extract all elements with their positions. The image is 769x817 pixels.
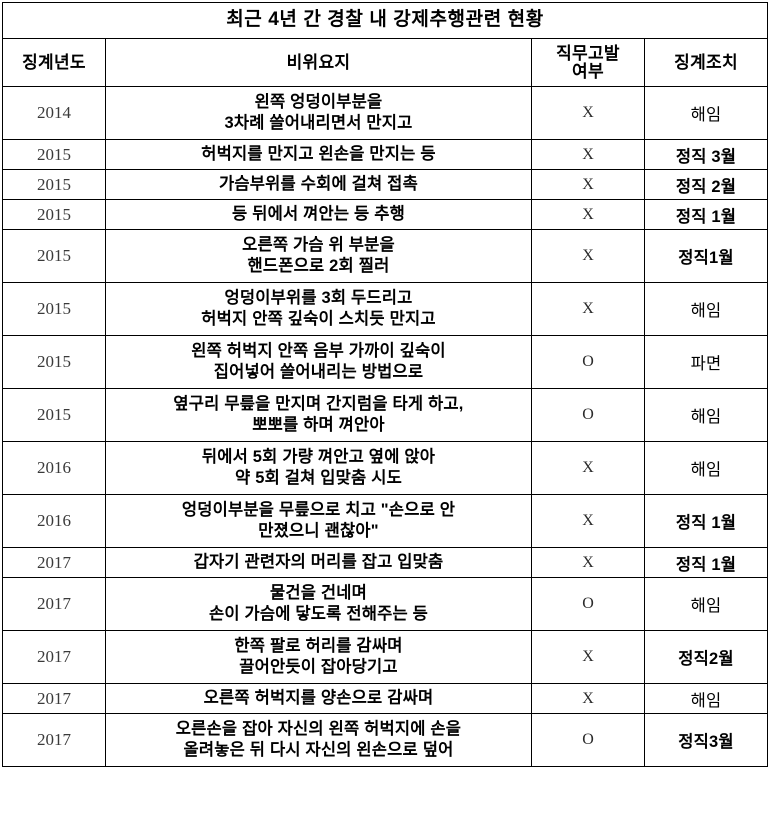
cell-disciplinary-action: 정직 2월 — [643, 169, 769, 200]
cell-disciplinary-action: 정직2월 — [643, 630, 769, 684]
disciplinary-records-table: 최근 4년 간 경찰 내 강제추행관련 현황 징계년도 비위요지 직무고발 여부 징계조… — [1, 2, 769, 767]
column-header-line: 여부 — [572, 61, 604, 81]
column-header-desc: 비위요지 — [105, 38, 532, 87]
cell-duty-report-flag: O — [531, 335, 645, 389]
cell-misconduct-summary: 옆구리 무릎을 만지며 간지럼을 타게 하고, 뽀뽀를 하며 껴안아 — [105, 388, 532, 442]
table-row: 2016 엉덩이부분을 무릎으로 치고 "손으로 안 만졌으니 괜찮아" X 정직 1… — [2, 494, 769, 548]
cell-discipline-year: 2015 — [2, 199, 106, 230]
cell-misconduct-summary: 엉덩이부위를 3회 두드리고 허벅지 안쪽 깊숙이 스치듯 만지고 — [105, 282, 532, 336]
cell-misconduct-summary: 가슴부위를 수회에 걸쳐 접촉 — [105, 169, 532, 200]
title-row: 최근 4년 간 경찰 내 강제추행관련 현황 — [1, 2, 769, 39]
cell-discipline-year: 2015 — [2, 282, 106, 336]
cell-misconduct-summary: 엉덩이부분을 무릎으로 치고 "손으로 안 만졌으니 괜찮아" — [105, 494, 532, 548]
cell-duty-report-flag: X — [531, 199, 645, 230]
cell-discipline-year: 2015 — [2, 335, 106, 389]
cell-disciplinary-action: 해임 — [643, 577, 769, 631]
cell-duty-report-flag: O — [531, 713, 645, 767]
cell-discipline-year: 2017 — [2, 547, 106, 578]
cell-duty-report-flag: X — [531, 229, 645, 283]
cell-disciplinary-action: 정직 3월 — [643, 139, 769, 170]
cell-duty-report-flag: X — [531, 683, 645, 714]
cell-disciplinary-action: 정직 1월 — [643, 547, 769, 578]
cell-misconduct-summary: 오른손을 잡아 자신의 왼쪽 허벅지에 손을 올려놓은 뒤 다시 자신의 왼손으… — [105, 713, 532, 767]
cell-discipline-year: 2015 — [2, 139, 106, 170]
table-row: 2015 등 뒤에서 껴안는 등 추행 X 정직 1월 — [2, 199, 769, 230]
page-title: 최근 4년 간 경찰 내 강제추행관련 현황 — [1, 2, 769, 39]
cell-discipline-year: 2016 — [2, 441, 106, 495]
table-row: 2014 왼쪽 엉덩이부분을 3차례 쓸어내리면서 만지고 X 해임 — [2, 86, 769, 140]
cell-disciplinary-action: 해임 — [643, 683, 769, 714]
cell-disciplinary-action: 정직1월 — [643, 229, 769, 283]
table-row: 2015 가슴부위를 수회에 걸쳐 접촉 X 정직 2월 — [2, 169, 769, 200]
cell-duty-report-flag: X — [531, 630, 645, 684]
cell-disciplinary-action: 정직 1월 — [643, 199, 769, 230]
cell-disciplinary-action: 정직3월 — [643, 713, 769, 767]
column-header-line: 직무고발 — [556, 43, 620, 63]
cell-duty-report-flag: X — [531, 139, 645, 170]
table-row: 2015 엉덩이부위를 3회 두드리고 허벅지 안쪽 깊숙이 스치듯 만지고 X 해임 — [2, 282, 769, 336]
table-row: 2015 허벅지를 만지고 왼손을 만지는 등 X 정직 3월 — [2, 139, 769, 170]
cell-discipline-year: 2017 — [2, 630, 106, 684]
cell-duty-report-flag: X — [531, 441, 645, 495]
cell-disciplinary-action: 파면 — [643, 335, 769, 389]
cell-disciplinary-action: 해임 — [643, 282, 769, 336]
column-header-report: 직무고발 여부 — [531, 38, 645, 87]
cell-misconduct-summary: 왼쪽 허벅지 안쪽 음부 가까이 깊숙이 집어넣어 쓸어내리는 방법으로 — [105, 335, 532, 389]
cell-misconduct-summary: 뒤에서 5회 가량 껴안고 옆에 앉아 약 5회 걸쳐 입맞춤 시도 — [105, 441, 532, 495]
header-row: 징계년도 비위요지 직무고발 여부 징계조치 — [2, 38, 769, 87]
cell-disciplinary-action: 해임 — [643, 441, 769, 495]
cell-duty-report-flag: O — [531, 388, 645, 442]
cell-duty-report-flag: X — [531, 169, 645, 200]
cell-discipline-year: 2017 — [2, 713, 106, 767]
cell-misconduct-summary: 한쪽 팔로 허리를 감싸며 끌어안듯이 잡아당기고 — [105, 630, 532, 684]
cell-misconduct-summary: 왼쪽 엉덩이부분을 3차례 쓸어내리면서 만지고 — [105, 86, 532, 140]
cell-discipline-year: 2016 — [2, 494, 106, 548]
cell-discipline-year: 2017 — [2, 577, 106, 631]
cell-disciplinary-action: 정직 1월 — [643, 494, 769, 548]
cell-disciplinary-action: 해임 — [643, 86, 769, 140]
cell-discipline-year: 2015 — [2, 169, 106, 200]
table-row: 2015 왼쪽 허벅지 안쪽 음부 가까이 깊숙이 집어넣어 쓸어내리는 방법으로… — [2, 335, 769, 389]
table-row: 2017 물건을 건네며 손이 가슴에 닿도록 전해주는 등 O 해임 — [2, 577, 769, 631]
cell-misconduct-summary: 등 뒤에서 껴안는 등 추행 — [105, 199, 532, 230]
cell-duty-report-flag: X — [531, 494, 645, 548]
table-row: 2015 옆구리 무릎을 만지며 간지럼을 타게 하고, 뽀뽀를 하며 껴안아 O 해… — [2, 388, 769, 442]
cell-misconduct-summary: 허벅지를 만지고 왼손을 만지는 등 — [105, 139, 532, 170]
cell-disciplinary-action: 해임 — [643, 388, 769, 442]
table-row: 2017 한쪽 팔로 허리를 감싸며 끌어안듯이 잡아당기고 X 정직2월 — [2, 630, 769, 684]
cell-discipline-year: 2015 — [2, 229, 106, 283]
column-header-year: 징계년도 — [2, 38, 106, 87]
table-row: 2017 오른쪽 허벅지를 양손으로 감싸며 X 해임 — [2, 683, 769, 714]
table-body: 최근 4년 간 경찰 내 강제추행관련 현황 징계년도 비위요지 직무고발 여부 징계조… — [1, 2, 769, 767]
cell-discipline-year: 2017 — [2, 683, 106, 714]
cell-misconduct-summary: 갑자기 관련자의 머리를 잡고 입맞춤 — [105, 547, 532, 578]
column-header-action: 징계조치 — [643, 38, 769, 87]
cell-discipline-year: 2015 — [2, 388, 106, 442]
cell-duty-report-flag: X — [531, 547, 645, 578]
table-row: 2015 오른쪽 가슴 위 부분을 핸드폰으로 2회 찔러 X 정직1월 — [2, 229, 769, 283]
cell-duty-report-flag: O — [531, 577, 645, 631]
table-row: 2017 갑자기 관련자의 머리를 잡고 입맞춤 X 정직 1월 — [2, 547, 769, 578]
table-row: 2016 뒤에서 5회 가량 껴안고 옆에 앉아 약 5회 걸쳐 입맞춤 시도 X 해… — [2, 441, 769, 495]
cell-discipline-year: 2014 — [2, 86, 106, 140]
cell-duty-report-flag: X — [531, 282, 645, 336]
cell-misconduct-summary: 오른쪽 허벅지를 양손으로 감싸며 — [105, 683, 532, 714]
table-row: 2017 오른손을 잡아 자신의 왼쪽 허벅지에 손을 올려놓은 뒤 다시 자신의… — [2, 713, 769, 767]
cell-misconduct-summary: 오른쪽 가슴 위 부분을 핸드폰으로 2회 찔러 — [105, 229, 532, 283]
cell-misconduct-summary: 물건을 건네며 손이 가슴에 닿도록 전해주는 등 — [105, 577, 532, 631]
cell-duty-report-flag: X — [531, 86, 645, 140]
